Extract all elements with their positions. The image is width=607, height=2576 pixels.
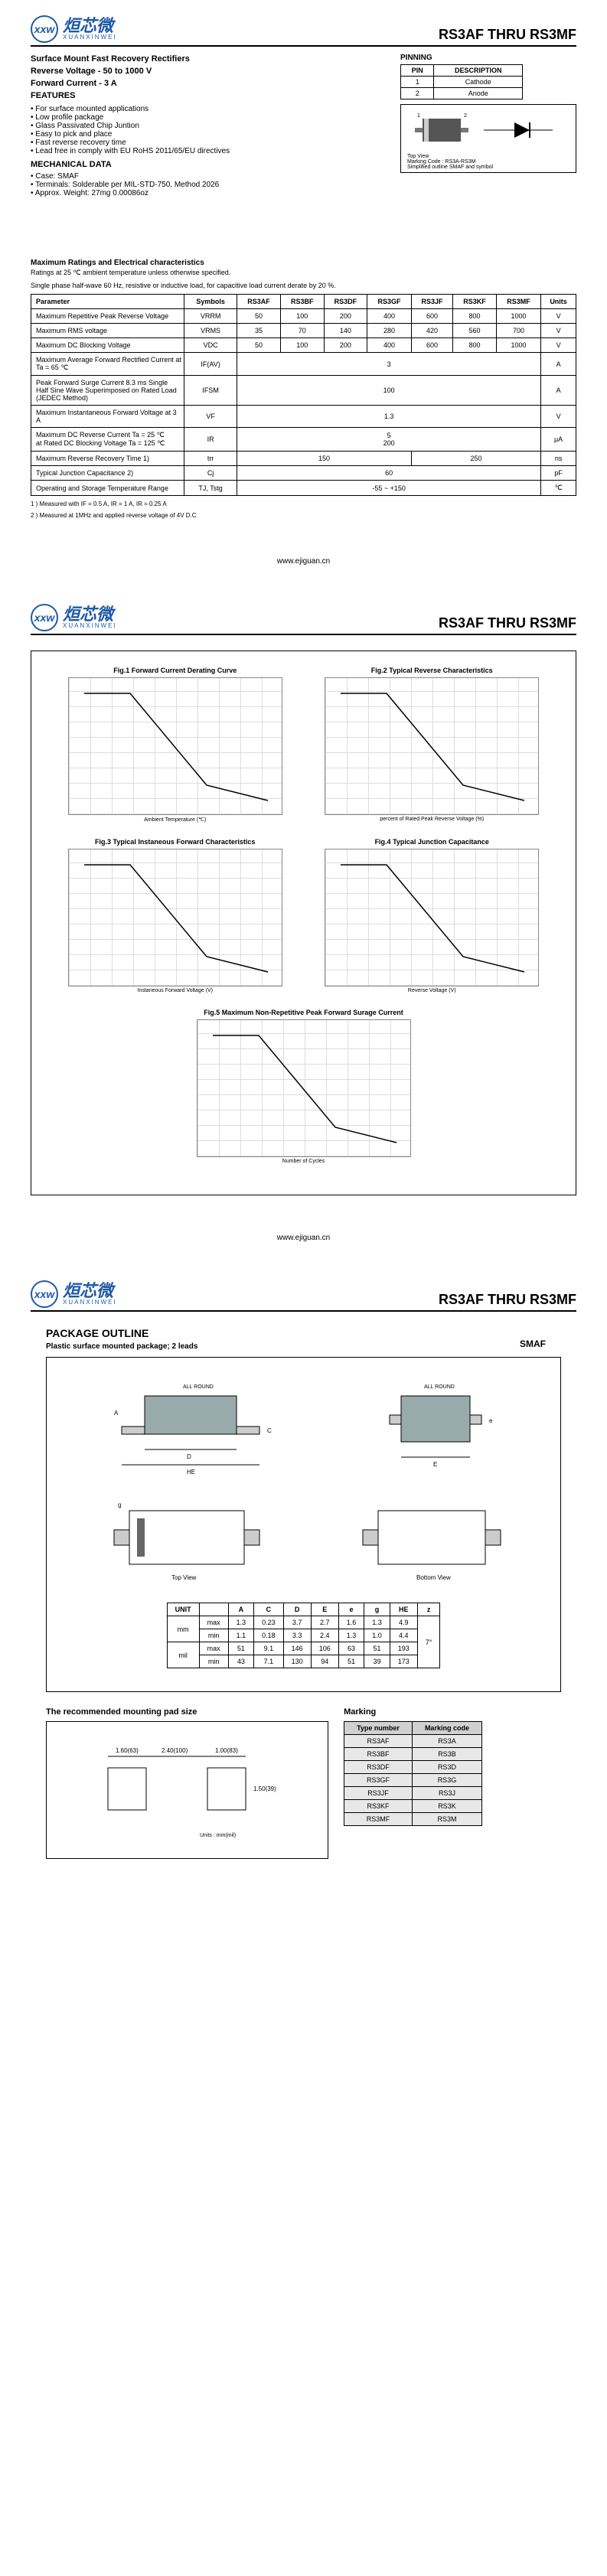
svg-text:2: 2 (464, 113, 467, 119)
pinning-title: PINNING (400, 54, 576, 62)
page-3: xxw 烜芯微 XUANXINWEI RS3AF THRU RS3MF PACK… (0, 1265, 607, 1897)
diagram-note: Simplified outline SMAF and symbol (407, 165, 569, 170)
page-header: xxw 烜芯微 XUANXINWEI RS3AF THRU RS3MF (31, 604, 576, 635)
svg-text:C: C (267, 1427, 272, 1434)
ratings-note: Ratings at 25 ℃ ambient temperature unle… (31, 269, 576, 277)
pinning-block: PINNING PINDESCRIPTION 1Cathode 2Anode 1… (400, 54, 576, 173)
logo-icon: xxw (31, 1280, 58, 1308)
page-header: xxw 烜芯微 XUANXINWEI RS3AF THRU RS3MF (31, 1280, 576, 1312)
svg-text:e: e (489, 1417, 493, 1424)
pad-diagram: 1.60(63) 2.40(100) 1.00(83) 1.50(39) Uni… (46, 1721, 328, 1859)
svg-text:Units : mm(mil): Units : mm(mil) (200, 1833, 236, 1838)
mech-item: • Terminals: Solderable per MIL-STD-750,… (31, 181, 576, 189)
logo-icon: xxw (31, 15, 58, 43)
logo-cn: 烜芯微 (63, 1283, 117, 1299)
svg-text:D: D (187, 1453, 191, 1460)
logo-en: XUANXINWEI (63, 623, 117, 629)
part-number-title: RS3AF THRU RS3MF (439, 1292, 576, 1308)
footer-url: www.ejiguan.cn (31, 557, 576, 566)
package-drawings: ALL ROUND D HE A C ALL ROUND e E (62, 1373, 545, 1480)
footnote: 1 ) Measured with IF = 0.5 A, IR = 1 A, … (31, 501, 576, 507)
logo-en: XUANXINWEI (63, 34, 117, 41)
svg-text:2.40(100): 2.40(100) (162, 1747, 188, 1754)
svg-text:HE: HE (187, 1469, 195, 1475)
mech-item: • Approx. Weight: 27mg 0.00086oz (31, 189, 576, 197)
bottom-row: The recommended mounting pad size 1.60(6… (46, 1707, 561, 1859)
svg-text:E: E (433, 1461, 437, 1468)
package-frame: ALL ROUND D HE A C ALL ROUND e E (46, 1357, 561, 1692)
svg-text:1.60(63): 1.60(63) (116, 1747, 139, 1754)
page-2: xxw 烜芯微 XUANXINWEI RS3AF THRU RS3MF Fig.… (0, 589, 607, 1265)
pin-cell: 2 (401, 88, 434, 99)
svg-text:ALL ROUND: ALL ROUND (424, 1384, 455, 1390)
mech-list: • Case: SMAF • Terminals: Solderable per… (31, 172, 576, 197)
pin-cell: Anode (434, 88, 523, 99)
logo-icon: xxw (31, 604, 58, 631)
pin-header: DESCRIPTION (434, 65, 523, 77)
pin-header: PIN (401, 65, 434, 77)
part-number-title: RS3AF THRU RS3MF (439, 615, 576, 631)
ratings-table: ParameterSymbolsRS3AFRS3BFRS3DFRS3GFRS3J… (31, 294, 576, 496)
footnote: 2 ) Measured at 1MHz and applied reverse… (31, 512, 576, 519)
ratings-heading: Maximum Ratings and Electrical character… (31, 259, 576, 267)
mech-item: • Case: SMAF (31, 172, 576, 181)
package-side-view: ALL ROUND D HE A C (99, 1373, 298, 1480)
page-1: xxw 烜芯微 XUANXINWEI RS3AF THRU RS3MF Surf… (0, 0, 607, 589)
package-drawings-bottom: Top View g Bottom View (62, 1495, 545, 1587)
logo: xxw 烜芯微 XUANXINWEI (31, 15, 117, 43)
svg-text:A: A (114, 1410, 119, 1417)
logo: xxw 烜芯微 XUANXINWEI (31, 1280, 117, 1308)
svg-text:1.50(39): 1.50(39) (253, 1785, 276, 1792)
svg-text:Bottom View: Bottom View (416, 1574, 451, 1581)
marking-table: Type numberMarking codeRS3AFRS3ARS3BFRS3… (344, 1721, 482, 1826)
package-outline-heading: PACKAGE OUTLINE (46, 1327, 576, 1339)
package-bottom-view: Bottom View (348, 1495, 516, 1587)
package-front-view: ALL ROUND e E (370, 1373, 508, 1480)
pad-heading: The recommended mounting pad size (46, 1707, 328, 1717)
diagram-note: Top View (407, 154, 569, 159)
ratings-note: Single phase half-wave 60 Hz, resistive … (31, 282, 576, 289)
charts-frame: Fig.1 Forward Current Derating CurveAmbi… (31, 651, 576, 1195)
diode-diagram: 1 2 Top View Marking Code : RS3A-RS3M Si… (400, 104, 576, 173)
marking-heading: Marking (344, 1707, 561, 1717)
pin-cell: Cathode (434, 77, 523, 88)
part-number-title: RS3AF THRU RS3MF (439, 27, 576, 43)
logo-en: XUANXINWEI (63, 1299, 117, 1306)
logo-cn: 烜芯微 (63, 18, 117, 34)
svg-text:1.00(83): 1.00(83) (215, 1747, 238, 1754)
svg-text:1: 1 (417, 113, 420, 119)
logo-cn: 烜芯微 (63, 606, 117, 623)
pinning-table: PINDESCRIPTION 1Cathode 2Anode (400, 64, 523, 99)
page-header: xxw 烜芯微 XUANXINWEI RS3AF THRU RS3MF (31, 15, 576, 47)
pin-cell: 1 (401, 77, 434, 88)
logo: xxw 烜芯微 XUANXINWEI (31, 604, 117, 631)
svg-text:Top View: Top View (171, 1574, 197, 1581)
package-top-view: Top View g (91, 1495, 290, 1587)
svg-text:g: g (118, 1502, 121, 1508)
dimensions-table: UNITACDEegHEzmmmax1.30.233.72.71.61.34.9… (167, 1603, 441, 1668)
diagram-note: Marking Code : RS3A-RS3M (407, 159, 569, 165)
footer-url: www.ejiguan.cn (31, 1234, 576, 1242)
svg-text:ALL ROUND: ALL ROUND (183, 1384, 214, 1390)
